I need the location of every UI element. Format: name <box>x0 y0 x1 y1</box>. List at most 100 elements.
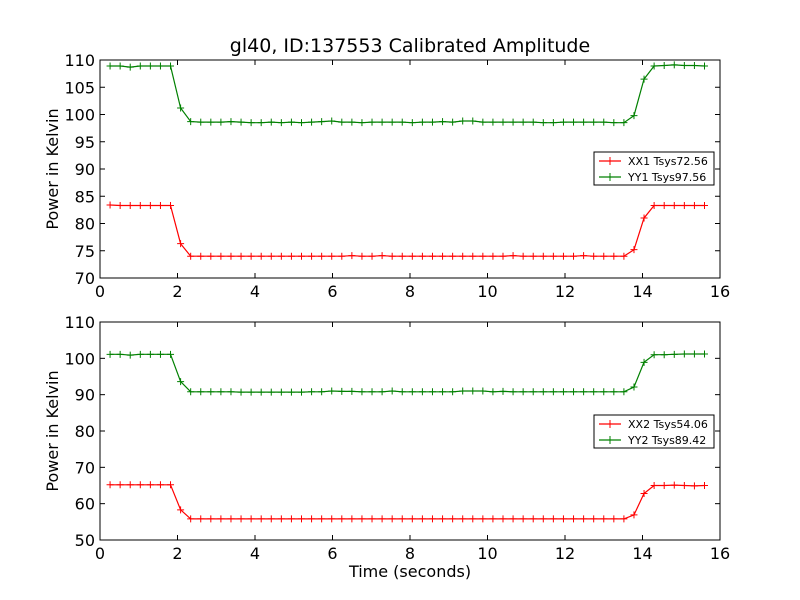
data-point <box>287 118 295 126</box>
data-point <box>459 515 467 523</box>
data-point <box>167 62 175 70</box>
y-tick-label: 50 <box>75 531 95 550</box>
data-point <box>358 119 366 127</box>
data-point <box>388 118 396 126</box>
data-point <box>549 388 557 396</box>
data-point <box>328 252 336 260</box>
data-point <box>539 515 547 523</box>
data-point <box>650 351 658 359</box>
y-tick-label: 105 <box>64 78 95 97</box>
data-point <box>559 252 567 260</box>
y-tick-label: 80 <box>75 215 95 234</box>
data-point <box>358 515 366 523</box>
data-point <box>630 511 638 519</box>
data-point <box>519 252 527 260</box>
data-point <box>156 62 164 70</box>
data-point <box>590 515 598 523</box>
data-point <box>348 252 356 260</box>
data-point <box>328 387 336 395</box>
data-point <box>418 515 426 523</box>
data-point <box>690 61 698 69</box>
data-point <box>338 252 346 260</box>
data-point <box>539 252 547 260</box>
data-point <box>549 252 557 260</box>
data-point <box>439 515 447 523</box>
data-point <box>418 118 426 126</box>
data-point <box>479 118 487 126</box>
data-point <box>217 118 225 126</box>
data-point <box>247 252 255 260</box>
y-tick-label: 85 <box>75 187 95 206</box>
data-point <box>670 202 678 210</box>
data-point <box>287 252 295 260</box>
x-tick-label: 4 <box>250 282 260 301</box>
data-point <box>348 387 356 395</box>
x-tick-label: 14 <box>632 282 652 301</box>
data-point <box>277 515 285 523</box>
y-tick-label: 90 <box>75 160 95 179</box>
chart-panel-2: 0 2 4 6 8 10 12 14 16 50 60 70 80 90 100 110 Power in Ke… <box>43 313 730 581</box>
x-tick-label: 16 <box>710 282 730 301</box>
legend-box <box>593 414 715 449</box>
data-point <box>559 388 567 396</box>
data-point <box>237 515 245 523</box>
data-point <box>398 118 406 126</box>
data-point <box>640 75 648 83</box>
data-point <box>509 388 517 396</box>
data-point <box>106 62 114 70</box>
data-point <box>499 118 507 126</box>
data-point <box>570 388 578 396</box>
data-point <box>197 252 205 260</box>
data-point <box>580 252 588 260</box>
data-point <box>277 119 285 127</box>
data-point <box>348 515 356 523</box>
data-point <box>207 388 215 396</box>
data-point <box>529 388 537 396</box>
data-point <box>418 252 426 260</box>
y-axis-label: Power in Kelvin <box>43 108 62 229</box>
data-point <box>126 481 134 489</box>
data-point <box>640 358 648 366</box>
data-point <box>459 387 467 395</box>
y-tick-label: 60 <box>75 495 95 514</box>
legend-label: XX1 Tsys72.56 <box>628 155 708 168</box>
data-point <box>227 252 235 260</box>
data-point <box>267 252 275 260</box>
data-point <box>318 388 326 396</box>
legend-marker <box>606 420 614 428</box>
x-axis-label: Time (seconds) <box>348 562 471 581</box>
data-point <box>177 104 185 112</box>
data-point <box>237 118 245 126</box>
data-point <box>308 252 316 260</box>
data-point <box>338 387 346 395</box>
data-point <box>247 119 255 127</box>
data-point <box>408 515 416 523</box>
data-point <box>580 388 588 396</box>
y-tick-label: 70 <box>75 458 95 477</box>
data-point <box>116 481 124 489</box>
data-point <box>368 515 376 523</box>
data-point <box>398 515 406 523</box>
data-point <box>197 515 205 523</box>
data-point <box>509 118 517 126</box>
data-point <box>580 118 588 126</box>
legend-label: YY2 Tsys89.42 <box>627 434 706 447</box>
data-point <box>489 252 497 260</box>
data-point <box>227 118 235 126</box>
data-point <box>439 388 447 396</box>
data-point <box>640 489 648 497</box>
data-point <box>106 201 114 209</box>
data-point <box>590 388 598 396</box>
data-point <box>529 118 537 126</box>
legend-label: XX2 Tsys54.06 <box>628 418 708 431</box>
data-point <box>489 118 497 126</box>
data-point <box>610 515 618 523</box>
data-point <box>449 252 457 260</box>
x-tick-label: 6 <box>327 544 337 563</box>
data-point <box>428 515 436 523</box>
data-point <box>570 118 578 126</box>
data-point <box>257 252 265 260</box>
data-point <box>600 388 608 396</box>
data-point <box>459 117 467 125</box>
